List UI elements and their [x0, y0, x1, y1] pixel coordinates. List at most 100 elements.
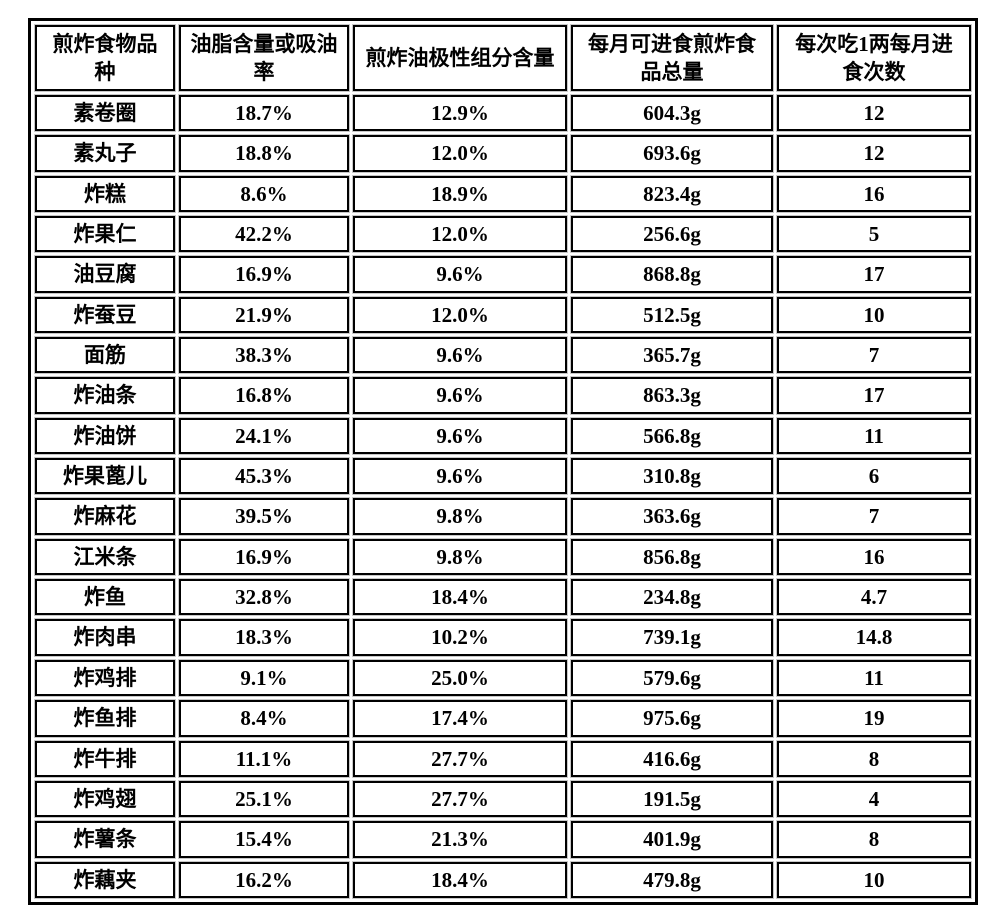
table-body: 素卷圈 18.7% 12.9% 604.3g 12 素丸子 18.8% 12.0% 693.6g… — [34, 93, 972, 899]
table-row: 炸肉串 18.3% 10.2% 739.1g 14.8 — [34, 618, 972, 657]
value-cell: 8 — [776, 739, 972, 778]
value-cell: 19 — [776, 699, 972, 738]
value-cell: 42.2% — [178, 215, 350, 254]
value-cell: 12.0% — [352, 295, 568, 335]
value-cell: 9.6% — [352, 457, 568, 496]
table-row: 油豆腐 16.9% 9.6% 868.8g 17 — [34, 255, 972, 294]
value-cell: 12 — [776, 134, 972, 173]
value-cell: 9.6% — [352, 416, 568, 456]
food-name-cell: 素丸子 — [34, 134, 176, 173]
value-cell: 8 — [776, 820, 972, 859]
value-cell: 17.4% — [352, 699, 568, 738]
value-cell: 693.6g — [570, 134, 774, 173]
value-cell: 39.5% — [178, 497, 350, 536]
value-cell: 566.8g — [570, 416, 774, 456]
table-row: 炸油条 16.8% 9.6% 863.3g 17 — [34, 376, 972, 415]
value-cell: 12.0% — [352, 134, 568, 173]
table-row: 江米条 16.9% 9.8% 856.8g 16 — [34, 537, 972, 577]
value-cell: 4.7 — [776, 578, 972, 617]
table-row: 炸鸡翅 25.1% 27.7% 191.5g 4 — [34, 779, 972, 819]
food-name-cell: 炸肉串 — [34, 618, 176, 657]
food-name-cell: 江米条 — [34, 537, 176, 577]
value-cell: 17 — [776, 376, 972, 415]
value-cell: 18.7% — [178, 93, 350, 133]
column-header: 煎炸食物品种 — [34, 24, 176, 92]
value-cell: 10.2% — [352, 618, 568, 657]
value-cell: 9.6% — [352, 255, 568, 294]
food-name-cell: 炸藕夹 — [34, 860, 176, 899]
value-cell: 7 — [776, 497, 972, 536]
value-cell: 16 — [776, 174, 972, 214]
column-header: 煎炸油极性组分含量 — [352, 24, 568, 92]
table-row: 炸糕 8.6% 18.9% 823.4g 16 — [34, 174, 972, 214]
value-cell: 191.5g — [570, 779, 774, 819]
value-cell: 234.8g — [570, 578, 774, 617]
value-cell: 4 — [776, 779, 972, 819]
value-cell: 27.7% — [352, 779, 568, 819]
value-cell: 365.7g — [570, 336, 774, 375]
table-row: 炸鸡排 9.1% 25.0% 579.6g 11 — [34, 658, 972, 698]
food-name-cell: 油豆腐 — [34, 255, 176, 294]
value-cell: 6 — [776, 457, 972, 496]
food-name-cell: 炸鸡翅 — [34, 779, 176, 819]
value-cell: 863.3g — [570, 376, 774, 415]
food-name-cell: 炸糕 — [34, 174, 176, 214]
column-header: 每次吃1两每月进食次数 — [776, 24, 972, 92]
table-row: 炸鱼排 8.4% 17.4% 975.6g 19 — [34, 699, 972, 738]
value-cell: 16.9% — [178, 537, 350, 577]
value-cell: 18.4% — [352, 860, 568, 899]
value-cell: 11 — [776, 416, 972, 456]
value-cell: 7 — [776, 336, 972, 375]
food-name-cell: 面筋 — [34, 336, 176, 375]
value-cell: 11 — [776, 658, 972, 698]
value-cell: 12.0% — [352, 215, 568, 254]
value-cell: 45.3% — [178, 457, 350, 496]
value-cell: 27.7% — [352, 739, 568, 778]
value-cell: 10 — [776, 295, 972, 335]
table-row: 素卷圈 18.7% 12.9% 604.3g 12 — [34, 93, 972, 133]
value-cell: 9.1% — [178, 658, 350, 698]
value-cell: 16.8% — [178, 376, 350, 415]
value-cell: 8.6% — [178, 174, 350, 214]
value-cell: 8.4% — [178, 699, 350, 738]
value-cell: 18.8% — [178, 134, 350, 173]
table-row: 素丸子 18.8% 12.0% 693.6g 12 — [34, 134, 972, 173]
value-cell: 9.6% — [352, 376, 568, 415]
value-cell: 17 — [776, 255, 972, 294]
table-row: 炸薯条 15.4% 21.3% 401.9g 8 — [34, 820, 972, 859]
table-row: 炸果仁 42.2% 12.0% 256.6g 5 — [34, 215, 972, 254]
food-name-cell: 炸鱼排 — [34, 699, 176, 738]
value-cell: 310.8g — [570, 457, 774, 496]
value-cell: 21.9% — [178, 295, 350, 335]
value-cell: 604.3g — [570, 93, 774, 133]
value-cell: 5 — [776, 215, 972, 254]
value-cell: 401.9g — [570, 820, 774, 859]
value-cell: 9.6% — [352, 336, 568, 375]
value-cell: 739.1g — [570, 618, 774, 657]
column-header: 油脂含量或吸油率 — [178, 24, 350, 92]
value-cell: 18.9% — [352, 174, 568, 214]
fried-food-table: 煎炸食物品种 油脂含量或吸油率 煎炸油极性组分含量 每月可进食煎炸食品总量 每次吃1两每… — [28, 18, 978, 905]
value-cell: 16.2% — [178, 860, 350, 899]
table-header-row: 煎炸食物品种 油脂含量或吸油率 煎炸油极性组分含量 每月可进食煎炸食品总量 每次吃1两每… — [34, 24, 972, 92]
table-row: 炸麻花 39.5% 9.8% 363.6g 7 — [34, 497, 972, 536]
value-cell: 9.8% — [352, 537, 568, 577]
value-cell: 15.4% — [178, 820, 350, 859]
food-name-cell: 炸蚕豆 — [34, 295, 176, 335]
food-name-cell: 炸果蓖儿 — [34, 457, 176, 496]
table-row: 炸蚕豆 21.9% 12.0% 512.5g 10 — [34, 295, 972, 335]
value-cell: 479.8g — [570, 860, 774, 899]
table-row: 炸果蓖儿 45.3% 9.6% 310.8g 6 — [34, 457, 972, 496]
food-name-cell: 炸麻花 — [34, 497, 176, 536]
food-name-cell: 炸油饼 — [34, 416, 176, 456]
value-cell: 24.1% — [178, 416, 350, 456]
value-cell: 256.6g — [570, 215, 774, 254]
value-cell: 18.3% — [178, 618, 350, 657]
value-cell: 512.5g — [570, 295, 774, 335]
value-cell: 9.8% — [352, 497, 568, 536]
value-cell: 823.4g — [570, 174, 774, 214]
value-cell: 25.0% — [352, 658, 568, 698]
value-cell: 975.6g — [570, 699, 774, 738]
value-cell: 868.8g — [570, 255, 774, 294]
